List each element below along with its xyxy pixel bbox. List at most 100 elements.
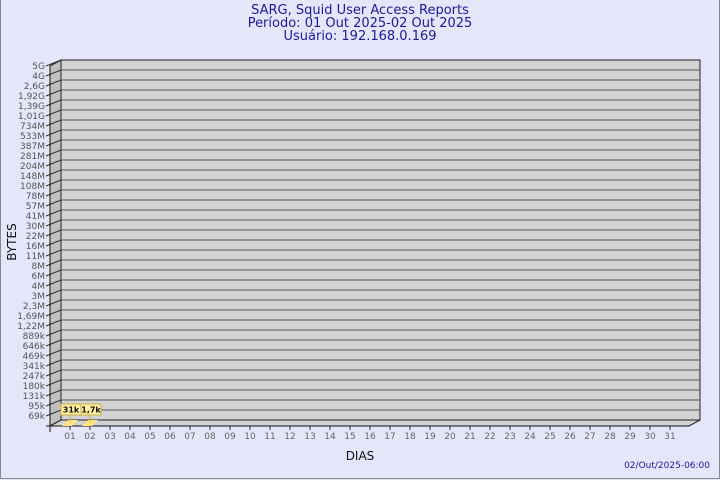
y-tick-label: 4M — [32, 282, 46, 292]
generated-timestamp: 02/Out/2025-06:00 — [624, 461, 710, 471]
chart-title: SARG, Squid User Access Reports — [251, 3, 469, 18]
x-tick-label: 27 — [584, 432, 595, 442]
x-tick-label: 20 — [444, 432, 456, 442]
y-tick — [45, 309, 62, 317]
y-tick-label: 3M — [32, 292, 46, 302]
y-tick — [45, 329, 62, 337]
x-tick-label: 13 — [304, 432, 315, 442]
x-tick-label: 29 — [624, 432, 636, 442]
y-tick — [45, 129, 62, 137]
y-tick-label: 148M — [20, 172, 45, 182]
y-tick — [45, 139, 62, 147]
x-tick-label: 19 — [424, 432, 436, 442]
y-tick — [45, 69, 62, 77]
y-tick — [45, 239, 62, 247]
y-tick-label: 78M — [26, 192, 45, 202]
x-tick-label: 24 — [524, 432, 536, 442]
y-tick-label: 22M — [26, 232, 45, 242]
y-tick-label: 6M — [32, 272, 46, 282]
y-tick — [45, 359, 62, 367]
x-tick-label: 02 — [84, 432, 95, 442]
x-tick-label: 28 — [604, 432, 616, 442]
y-tick — [45, 409, 62, 417]
x-tick-label: 14 — [324, 432, 336, 442]
y-tick-label: 30M — [26, 222, 45, 232]
x-tick-label: 22 — [484, 432, 495, 442]
y-tick — [45, 269, 62, 277]
y-tick — [45, 149, 62, 157]
y-tick-label: 69k — [28, 412, 45, 422]
x-tick-label: 10 — [244, 432, 256, 442]
y-tick-label: 889k — [23, 332, 46, 342]
chart-period: Período: 01 Out 2025-02 Out 2025 — [247, 16, 473, 31]
y-tick-label: 131k — [23, 392, 46, 402]
y-tick — [45, 189, 62, 197]
x-tick-label: 12 — [284, 432, 295, 442]
y-tick-label: 533M — [20, 132, 45, 142]
y-tick — [45, 99, 62, 107]
x-tick-label: 26 — [564, 432, 576, 442]
x-tick-label: 11 — [264, 432, 275, 442]
chart-user: Usuário: 192.168.0.169 — [283, 29, 437, 44]
y-tick — [45, 79, 62, 87]
bar-value-label: 31k — [63, 406, 80, 415]
x-axis-label: DIAS — [346, 449, 375, 463]
y-tick — [45, 59, 62, 67]
y-tick — [45, 319, 62, 327]
y-tick-label: 2,3M — [23, 302, 45, 312]
y-tick — [45, 299, 62, 307]
y-tick-label: 57M — [26, 202, 45, 212]
x-tick-label: 21 — [464, 432, 475, 442]
y-tick — [45, 169, 62, 177]
y-tick — [45, 369, 62, 377]
y-tick-label: 2,6G — [24, 82, 45, 92]
x-tick-label: 04 — [124, 432, 136, 442]
y-tick-label: 734M — [20, 122, 45, 132]
y-tick — [45, 219, 62, 227]
x-tick-label: 03 — [104, 432, 115, 442]
x-tick-label: 16 — [364, 432, 376, 442]
x-tick-label: 09 — [224, 432, 236, 442]
x-tick-label: 18 — [404, 432, 416, 442]
y-tick — [45, 259, 62, 267]
y-tick-label: 41M — [26, 212, 45, 222]
y-tick-label: 646k — [23, 342, 46, 352]
x-tick-label: 31 — [664, 432, 675, 442]
y-tick-label: 469k — [23, 352, 46, 362]
y-tick — [45, 229, 62, 237]
y-tick — [45, 399, 62, 407]
y-tick — [45, 209, 62, 217]
y-tick-label: 247k — [23, 372, 46, 382]
x-tick-label: 05 — [144, 432, 155, 442]
bar-day-01 — [62, 420, 78, 426]
x-tick-label: 23 — [504, 432, 515, 442]
x-tick-label: 01 — [64, 432, 75, 442]
y-axis-label: BYTES — [5, 223, 19, 260]
x-tick-label: 17 — [384, 432, 395, 442]
y-tick — [45, 349, 62, 357]
y-tick-label: 1,22M — [17, 322, 45, 332]
y-tick-label: 180k — [23, 382, 46, 392]
y-tick-label: 5G — [32, 62, 45, 72]
y-tick-label: 204M — [20, 162, 45, 172]
plot-floor — [49, 419, 701, 427]
x-tick-label: 25 — [544, 432, 555, 442]
y-tick-label: 281M — [20, 152, 45, 162]
y-tick — [45, 289, 62, 297]
y-tick — [45, 89, 62, 97]
y-tick — [45, 379, 62, 387]
bar-value-label: 1,7k — [81, 406, 101, 415]
x-tick-label: 15 — [344, 432, 355, 442]
y-tick-label: 1,92G — [18, 92, 45, 102]
x-tick-label: 30 — [644, 432, 656, 442]
y-tick-label: 95k — [28, 402, 45, 412]
x-tick-label: 07 — [184, 432, 195, 442]
y-tick-label: 1,69M — [17, 312, 45, 322]
y-tick-label: 4G — [32, 72, 45, 82]
y-tick-label: 8M — [32, 262, 46, 272]
y-tick-label: 108M — [20, 182, 45, 192]
y-tick-label: 1,01G — [18, 112, 45, 122]
y-tick-label: 1,39G — [18, 102, 45, 112]
y-tick-label: 16M — [26, 242, 45, 252]
y-tick-label: 341k — [23, 362, 46, 372]
